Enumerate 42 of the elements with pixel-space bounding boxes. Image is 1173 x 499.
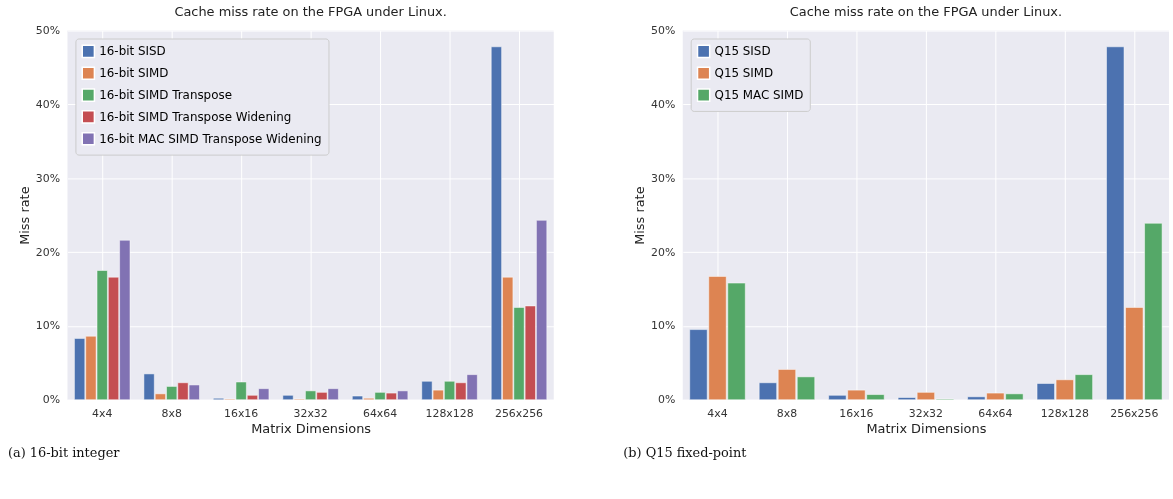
x-tick-label: 8x8 — [161, 407, 182, 421]
y-tick-label: 50% — [651, 24, 676, 38]
y-tick-label: 10% — [651, 319, 676, 333]
x-axis-title: Matrix Dimensions — [251, 420, 372, 436]
y-tick-label: 0% — [42, 393, 61, 407]
legend-label: 16-bit SIMD — [99, 66, 169, 81]
y-axis-title: Miss rate — [16, 186, 32, 245]
legend-label: 16-bit MAC SIMD Transpose Widening — [99, 131, 322, 146]
y-tick-label: 30% — [651, 171, 676, 185]
legend-label: 16-bit SIMD Transpose — [99, 88, 232, 103]
y-axis-title: Miss rate — [632, 186, 648, 245]
x-tick-label: 4x4 — [92, 407, 113, 421]
y-tick-label: 0% — [658, 393, 676, 407]
x-tick-label: 32x32 — [908, 407, 944, 421]
x-tick-label: 32x32 — [293, 407, 328, 421]
y-tick-label: 10% — [35, 319, 61, 333]
x-tick-label: 128x128 — [1040, 407, 1089, 421]
y-tick-label: 40% — [35, 97, 61, 111]
legend-label: Q15 MAC SIMD — [714, 88, 804, 103]
text: (a) 16-bit integer — [7, 445, 121, 461]
x-tick-label: 64x64 — [978, 407, 1013, 421]
chart-title: Cache miss rate on the FPGA under Linux. — [789, 3, 1063, 19]
x-axis-title: Matrix Dimensions — [866, 420, 987, 436]
x-tick-label: 16x16 — [839, 407, 874, 421]
x-tick-label: 256x256 — [1110, 407, 1159, 421]
x-tick-label: 8x8 — [776, 407, 798, 421]
y-tick-label: 20% — [35, 245, 61, 259]
legend-label: 16-bit SISD — [99, 44, 166, 59]
x-tick-label: 64x64 — [362, 407, 398, 421]
x-tick-label: 128x128 — [425, 407, 474, 421]
legend-label: Q15 SISD — [714, 44, 771, 59]
y-tick-label: 30% — [35, 171, 61, 185]
y-tick-label: 40% — [651, 97, 676, 111]
legend-label: 16-bit SIMD Transpose Widening — [99, 109, 292, 124]
legend-label: Q15 SIMD — [714, 66, 774, 81]
x-tick-label: 4x4 — [707, 407, 728, 421]
y-tick-label: 20% — [651, 245, 676, 259]
x-tick-label: 16x16 — [224, 407, 259, 421]
y-tick-label: 50% — [35, 24, 61, 38]
text: (b) Q15 fixed-point — [623, 445, 748, 461]
chart-title: Cache miss rate on the FPGA under Linux. — [174, 3, 447, 19]
x-tick-label: 256x256 — [494, 407, 544, 421]
